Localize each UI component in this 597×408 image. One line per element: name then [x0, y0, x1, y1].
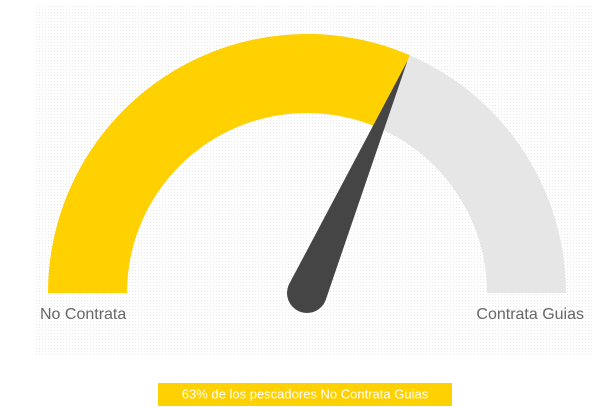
caption-box: [158, 383, 452, 406]
min-label: No Contrata: [40, 306, 126, 323]
gauge-value: [48, 33, 410, 294]
max-label: Contrata Guias: [476, 306, 584, 323]
gauge-needle: [286, 60, 408, 314]
caption: 63% de los pescadores No Contrata Guias: [182, 386, 429, 401]
